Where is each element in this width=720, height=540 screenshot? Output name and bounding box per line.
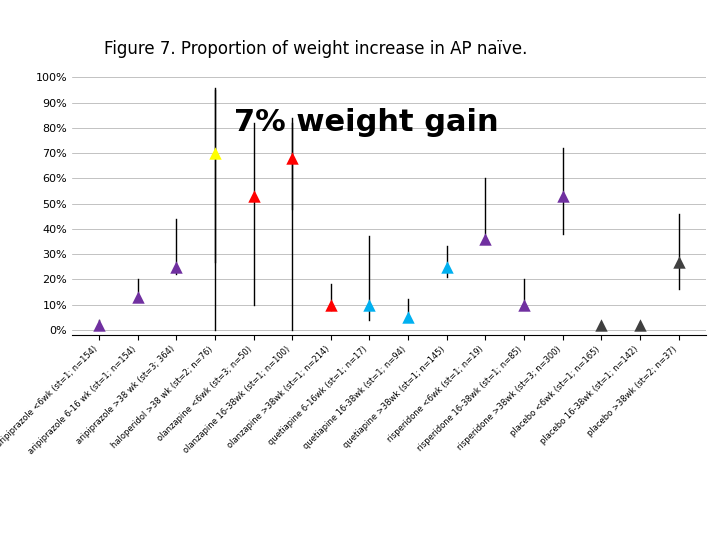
Point (210, 149, 221, 158)
Point (557, 192, 568, 200)
Point (634, 320, 646, 329)
Point (364, 300, 375, 309)
Point (595, 320, 607, 329)
Point (287, 154, 298, 163)
Text: 7% weight gain: 7% weight gain (234, 109, 499, 137)
Point (518, 300, 530, 309)
Point (248, 192, 259, 200)
Point (480, 234, 491, 243)
Point (94, 320, 105, 329)
Point (132, 293, 143, 301)
Point (171, 262, 182, 271)
Point (441, 262, 452, 271)
Text: Figure 7. Proportion of weight increase in AP naïve.: Figure 7. Proportion of weight increase … (104, 39, 527, 58)
Point (325, 300, 337, 309)
Point (672, 257, 684, 266)
Point (402, 313, 414, 321)
